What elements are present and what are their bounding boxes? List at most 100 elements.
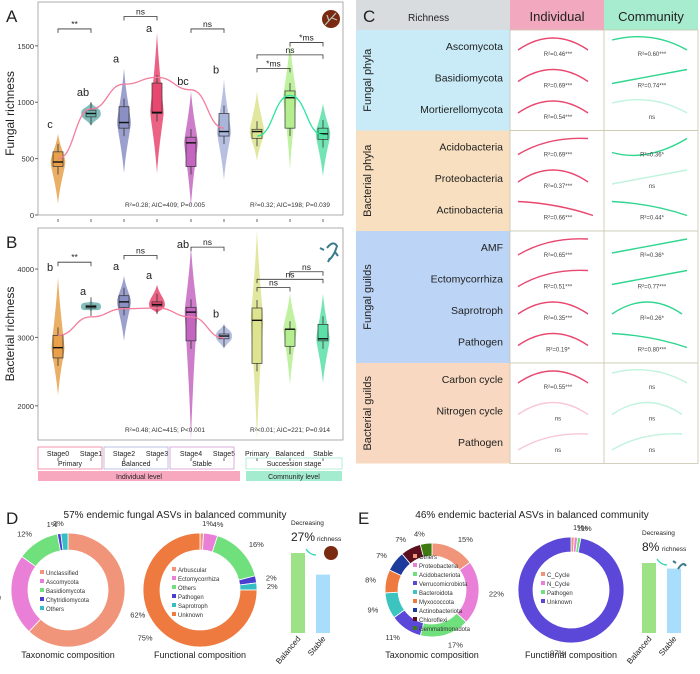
legend-label: Gemmatimonadota (419, 627, 471, 633)
bracket-label: ns (136, 7, 145, 17)
x-tick-label: Stable (313, 451, 333, 458)
bracket-label: ** (71, 19, 78, 29)
legend-label: Proteobacteria (419, 564, 459, 570)
trend-stat: R²=0.65*** (544, 253, 573, 259)
trend-stat: ns (555, 448, 561, 454)
trend-stat: ns (649, 448, 655, 454)
violin-group-stage3: a (146, 270, 165, 314)
fit-curve-individual (57, 76, 225, 160)
table-row: Actinobacteria R²=0.66*** R²=0.44* (436, 200, 688, 222)
donut-taxonomic: 62% 23% 12% 1%2% Unclassified Ascomycota Basid… (0, 519, 146, 660)
legend-label: Arbuscular (178, 568, 207, 574)
significance-bracket (190, 246, 225, 252)
fungus-icon (322, 10, 340, 28)
significance-letter: a (146, 270, 153, 282)
fit-stats: R²=0.28; AIC=409; P=0.005 (125, 202, 205, 209)
legend-label: Acidobacteriota (419, 573, 461, 579)
trend-curve-individual (517, 238, 589, 256)
trend-curve-community (611, 35, 688, 51)
violin-group-stage5: b (213, 65, 231, 181)
bracket-label: *ms (299, 32, 314, 42)
bar-balanced (291, 553, 305, 633)
pie-slice-ascomycota (10, 555, 42, 633)
significance-letter: ab (77, 87, 89, 99)
table-row: Proteobacteria R²=0.37*** ns (435, 169, 688, 190)
pie-slice-unknown (142, 532, 258, 648)
succession-box (245, 457, 343, 470)
bar-stable (667, 568, 681, 633)
richness-bars: Decreasing 27% richness Balanced Stable (274, 520, 342, 666)
trend-stat: ns (649, 115, 655, 121)
richness-note: richness (662, 546, 687, 553)
slice-label: 11% (385, 633, 400, 642)
section-bg (356, 130, 510, 231)
y-axis-label: Fungal richness (3, 71, 17, 156)
section-bg (356, 363, 510, 464)
significance-bracket (256, 287, 291, 292)
donut-functional: 1% 4% 16% 2%2% 75% Arbuscular Ectomycorrhiza Ot… (138, 519, 278, 660)
y-axis-label: Bacterial richness (3, 287, 17, 382)
row-label: Pathogen (458, 337, 503, 349)
trend-stat: R²=0.26* (640, 316, 665, 322)
slice-label: 12% (17, 529, 32, 538)
trend-curve-individual (517, 68, 589, 83)
legend-swatch (413, 563, 417, 567)
significance-letter: b (47, 262, 53, 274)
slice-label: 9% (368, 605, 379, 614)
legend-swatch (413, 590, 417, 594)
pie-slice-gemmatimonadota (419, 542, 433, 558)
trend-stat: ns (555, 417, 561, 423)
legend-swatch (172, 567, 176, 571)
significance-bracket (289, 271, 324, 276)
legend-swatch (172, 576, 176, 580)
bracket-label: *ms (266, 58, 281, 68)
section-label: Fungal phyla (362, 48, 374, 112)
section-fungal-guilds: Fungal guilds AMF R²=0.65*** R²=0.36* Ectomy… (356, 230, 699, 364)
section-label: Fungal guilds (362, 264, 374, 330)
legend-swatch (413, 626, 417, 630)
trend-curve-community (611, 169, 688, 185)
donut-taxonomic: 15% 22% 17% 11% 9% 8% 7% 7% 4% Others Proteobacter… (365, 529, 504, 660)
slice-label: 1% (202, 519, 213, 528)
legend-label: Basidiomycota (46, 589, 86, 595)
violin-group-stage4: ab (177, 239, 198, 440)
pie-slice-unknown (517, 536, 625, 644)
legend-swatch (413, 599, 417, 603)
slice-label: 15% (458, 535, 473, 544)
header-individual-label: Individual (530, 9, 585, 24)
box (52, 335, 64, 359)
table-row: Saprotroph R²=0.35*** R²=0.26* (451, 301, 683, 322)
legend-swatch (541, 599, 545, 603)
trend-curve-community (611, 137, 688, 157)
bracket-label: ns (286, 45, 295, 55)
y-tick-label: 4000 (17, 265, 34, 274)
legend-label: Unknown (547, 600, 572, 606)
trend-curve-individual (517, 37, 589, 51)
x-tick-label: Stage2 (113, 451, 135, 458)
bracket-label: ns (203, 237, 212, 247)
slice-label: 2% (266, 573, 277, 582)
legend-label: Myxococcota (419, 600, 455, 606)
table-row: Pathogen ns ns (458, 433, 683, 454)
bar-category-label: Stable (657, 634, 679, 658)
box (284, 90, 296, 129)
row-label: Nitrogen cycle (436, 406, 503, 418)
slice-label: 1% (47, 520, 58, 529)
violin-group-stage1: a (80, 286, 101, 317)
row-label: Ascomycota (446, 41, 503, 53)
trend-curve-community (611, 238, 688, 254)
bacterium (319, 242, 339, 263)
trend-stat: R²=0.77*** (638, 285, 667, 291)
trend-curve-community (611, 68, 688, 85)
significance-letter: a (113, 261, 120, 273)
panel-label: C (363, 7, 375, 26)
bar-balanced (642, 563, 656, 633)
trend-stat: ns (649, 417, 655, 423)
donut-caption: Taxonomic composition (385, 650, 479, 660)
trend-curve-individual (517, 169, 589, 183)
individual-level-label: Individual level (116, 474, 162, 481)
legend-swatch (413, 617, 417, 621)
pie-slice-acidobacteriota (419, 612, 467, 638)
slice-label: 4% (213, 520, 224, 529)
